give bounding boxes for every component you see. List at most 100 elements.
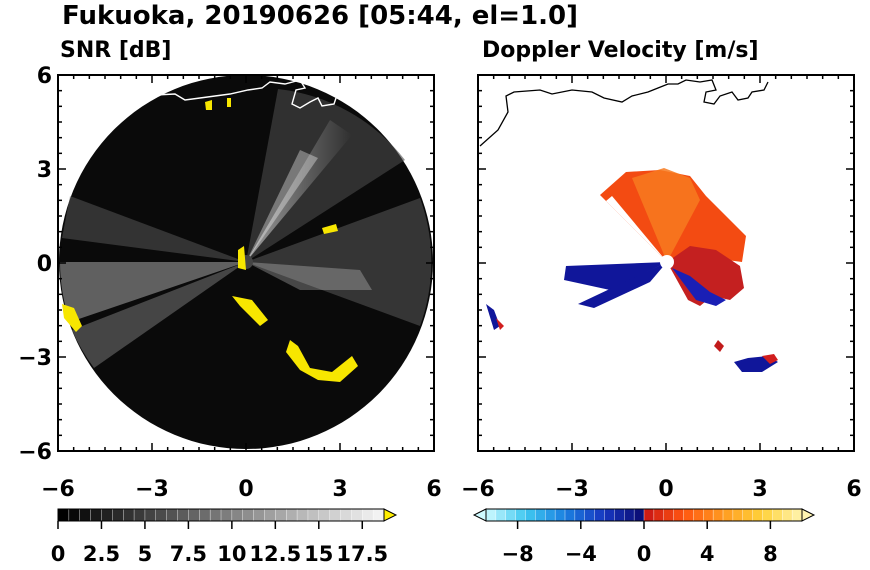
colorbar-tick-label: 8 xyxy=(763,542,778,566)
y-tick-label: −6 xyxy=(18,440,52,465)
colorbar-tick-label: 10 xyxy=(217,542,246,566)
x-tick-label: −3 xyxy=(555,477,589,502)
doppler-radar-site xyxy=(660,255,674,269)
colorbar-extend-min xyxy=(472,508,487,522)
colorbar-swatch xyxy=(144,508,157,522)
doppler-gap xyxy=(606,196,667,262)
y-tick-label: −3 xyxy=(18,346,52,371)
colorbar-swatch xyxy=(231,508,244,522)
doppler-echo xyxy=(762,354,778,364)
colorbar-extend-max xyxy=(801,508,816,522)
colorbar-tick-label: 12.5 xyxy=(249,542,301,566)
colorbar-swatch xyxy=(329,508,342,522)
colorbar-swatch xyxy=(722,508,734,522)
colorbar-swatch xyxy=(791,508,803,522)
doppler-positive-region xyxy=(632,168,700,262)
colorbar-swatch xyxy=(762,508,773,522)
snr-clutter-northeast xyxy=(246,89,405,262)
doppler-mixed-region xyxy=(667,246,744,306)
colorbar-swatch xyxy=(732,508,744,522)
doppler-echo xyxy=(714,340,724,352)
colorbar-swatch xyxy=(564,508,576,522)
colorbar-tick-label: 0 xyxy=(637,542,652,566)
doppler-image xyxy=(479,79,778,372)
colorbar-swatch xyxy=(296,508,309,522)
snr-panel: −6 −3 0 3 6 6 3 0 −3 −6 xyxy=(18,64,441,502)
colorbar-swatch xyxy=(742,508,754,522)
doppler-coastline xyxy=(479,79,769,147)
colorbar-tick-label: −8 xyxy=(501,542,533,566)
x-tick-label: 3 xyxy=(752,477,767,502)
colorbar-swatch xyxy=(712,508,724,522)
snr-beam-streak xyxy=(246,262,372,290)
colorbar-swatch xyxy=(362,508,374,522)
x-tick-label: −6 xyxy=(461,477,495,502)
colorbar-swatch xyxy=(782,508,793,522)
snr-beam-streak xyxy=(246,150,318,262)
colorbar-swatch xyxy=(220,508,233,522)
snr-clutter-southwest xyxy=(72,262,246,368)
doppler-panel-title: Doppler Velocity [m/s] xyxy=(482,38,759,63)
snr-high-echo xyxy=(227,98,231,107)
colorbar-swatch xyxy=(340,508,352,522)
colorbar-swatch xyxy=(177,508,190,522)
colorbar-tick-label: 15 xyxy=(304,542,333,566)
snr-high-echo xyxy=(62,304,82,332)
x-tick-label: −6 xyxy=(41,477,75,502)
colorbar-swatch xyxy=(505,508,517,522)
colorbar-swatch xyxy=(683,508,694,522)
snr-clutter-east xyxy=(246,198,432,326)
colorbar-swatch xyxy=(122,508,135,522)
colorbar-tick-label: 4 xyxy=(700,542,715,566)
colorbar-swatch xyxy=(495,508,507,522)
snr-colorbar: 0 2.5 5 7.5 10 12.5 15 17.5 xyxy=(51,508,398,566)
colorbar-swatch xyxy=(79,508,92,522)
y-tick-label: 6 xyxy=(37,64,52,89)
colorbar-swatch xyxy=(693,508,704,522)
snr-panel-title: SNR [dB] xyxy=(60,38,171,63)
doppler-colorbar: −8 −4 0 4 8 xyxy=(472,508,816,566)
x-tick-label: 6 xyxy=(426,477,441,502)
snr-image xyxy=(59,75,433,449)
colorbar-swatch xyxy=(318,508,331,522)
colorbar-extend-max xyxy=(383,508,398,522)
colorbar-tick-label: 2.5 xyxy=(83,542,120,566)
snr-high-echo xyxy=(238,246,246,270)
doppler-echo xyxy=(486,304,500,330)
x-tick-label: 0 xyxy=(658,477,673,502)
colorbar-swatch xyxy=(752,508,764,522)
colorbar-swatch xyxy=(253,508,266,522)
x-tick-label: 0 xyxy=(238,477,253,502)
colorbar-swatch xyxy=(554,508,566,522)
x-tick-label: 3 xyxy=(332,477,347,502)
colorbar-swatch xyxy=(133,508,146,522)
x-tick-label: 6 xyxy=(846,477,861,502)
colorbar-swatch xyxy=(199,508,211,522)
colorbar-swatch xyxy=(264,508,276,522)
colorbar-swatch xyxy=(703,508,714,522)
snr-high-echo xyxy=(205,100,212,110)
colorbar-swatch xyxy=(673,508,685,522)
snr-clutter-westnorthwest xyxy=(62,196,246,262)
snr-axis-ticks: −6 −3 0 3 6 6 3 0 −3 −6 xyxy=(18,64,441,502)
colorbar-swatch xyxy=(68,508,81,522)
colorbar-swatch xyxy=(275,508,287,522)
y-tick-label: 0 xyxy=(37,252,52,277)
colorbar-swatch xyxy=(633,508,645,522)
colorbar-swatch xyxy=(535,508,546,522)
colorbar-swatch xyxy=(188,508,200,522)
colorbar-swatch xyxy=(604,508,615,522)
colorbar-swatch xyxy=(653,508,665,522)
colorbar-swatch xyxy=(574,508,586,522)
snr-clutter-west xyxy=(60,262,246,322)
colorbar-swatch xyxy=(57,508,70,522)
colorbar-swatch xyxy=(372,508,385,522)
colorbar-tick-label: 0 xyxy=(51,542,66,566)
colorbar-swatch xyxy=(209,508,222,522)
doppler-negative-region xyxy=(564,262,667,290)
colorbar-swatch xyxy=(112,508,124,522)
x-tick-label: −3 xyxy=(135,477,169,502)
doppler-panel: −6 −3 0 3 6 xyxy=(461,74,862,502)
colorbar-swatch xyxy=(166,508,179,522)
